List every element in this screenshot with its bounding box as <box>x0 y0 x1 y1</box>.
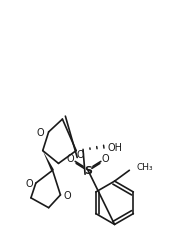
Text: O: O <box>67 154 74 164</box>
Text: O: O <box>102 154 109 164</box>
Text: O: O <box>76 149 84 159</box>
Polygon shape <box>43 151 54 171</box>
Text: CH₃: CH₃ <box>136 162 153 171</box>
Text: O: O <box>37 128 44 137</box>
Text: S: S <box>84 166 92 176</box>
Text: O: O <box>25 178 33 188</box>
Text: OH: OH <box>108 142 123 152</box>
Text: O: O <box>64 190 71 200</box>
